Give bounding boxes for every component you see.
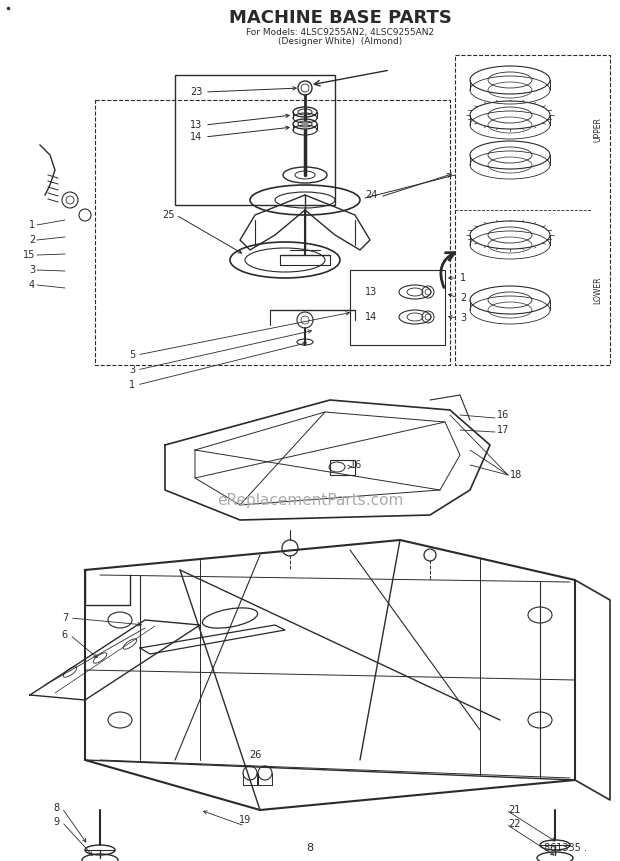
Text: 3: 3 — [129, 365, 135, 375]
Bar — [330, 460, 355, 475]
Text: 1: 1 — [129, 380, 135, 390]
Text: MACHINE BASE PARTS: MACHINE BASE PARTS — [229, 9, 451, 27]
Text: 6: 6 — [62, 630, 68, 640]
Text: 24: 24 — [365, 190, 378, 200]
Text: 17: 17 — [497, 425, 510, 435]
Text: 8: 8 — [306, 843, 314, 853]
Text: 3: 3 — [460, 313, 466, 323]
Text: 1: 1 — [29, 220, 35, 230]
Bar — [350, 270, 445, 345]
Text: 5: 5 — [129, 350, 135, 360]
Text: (Designer White)  (Almond): (Designer White) (Almond) — [278, 38, 402, 46]
Text: 13: 13 — [190, 120, 202, 130]
Text: 16: 16 — [497, 410, 509, 420]
Text: 7: 7 — [62, 613, 68, 623]
Text: eReplacementParts.com: eReplacementParts.com — [217, 492, 403, 507]
Text: 8: 8 — [54, 803, 60, 813]
Text: 25: 25 — [162, 210, 175, 220]
Text: 21: 21 — [508, 805, 520, 815]
Text: 14: 14 — [365, 312, 377, 322]
Text: 19: 19 — [239, 815, 251, 825]
Text: 18: 18 — [510, 470, 522, 480]
Text: 16: 16 — [350, 460, 362, 470]
Text: 4: 4 — [29, 280, 35, 290]
Text: LOWER: LOWER — [593, 276, 603, 304]
Text: For Models: 4LSC9255AN2, 4LSC9255AN2: For Models: 4LSC9255AN2, 4LSC9255AN2 — [246, 28, 434, 36]
Text: 1: 1 — [460, 273, 466, 283]
Bar — [455, 55, 610, 365]
Text: 14: 14 — [190, 132, 202, 142]
Text: 2: 2 — [460, 293, 466, 303]
Bar — [175, 75, 335, 205]
Bar — [95, 100, 450, 365]
Text: 2: 2 — [29, 235, 35, 245]
Text: 3: 3 — [29, 265, 35, 275]
Text: 26: 26 — [249, 750, 261, 760]
Text: 15: 15 — [22, 250, 35, 260]
Text: 13: 13 — [365, 287, 377, 297]
Text: UPPER: UPPER — [593, 118, 603, 142]
Text: 23: 23 — [190, 87, 202, 97]
Text: 861335 .: 861335 . — [544, 843, 587, 853]
Text: 9: 9 — [54, 817, 60, 827]
Text: 22: 22 — [508, 819, 521, 829]
